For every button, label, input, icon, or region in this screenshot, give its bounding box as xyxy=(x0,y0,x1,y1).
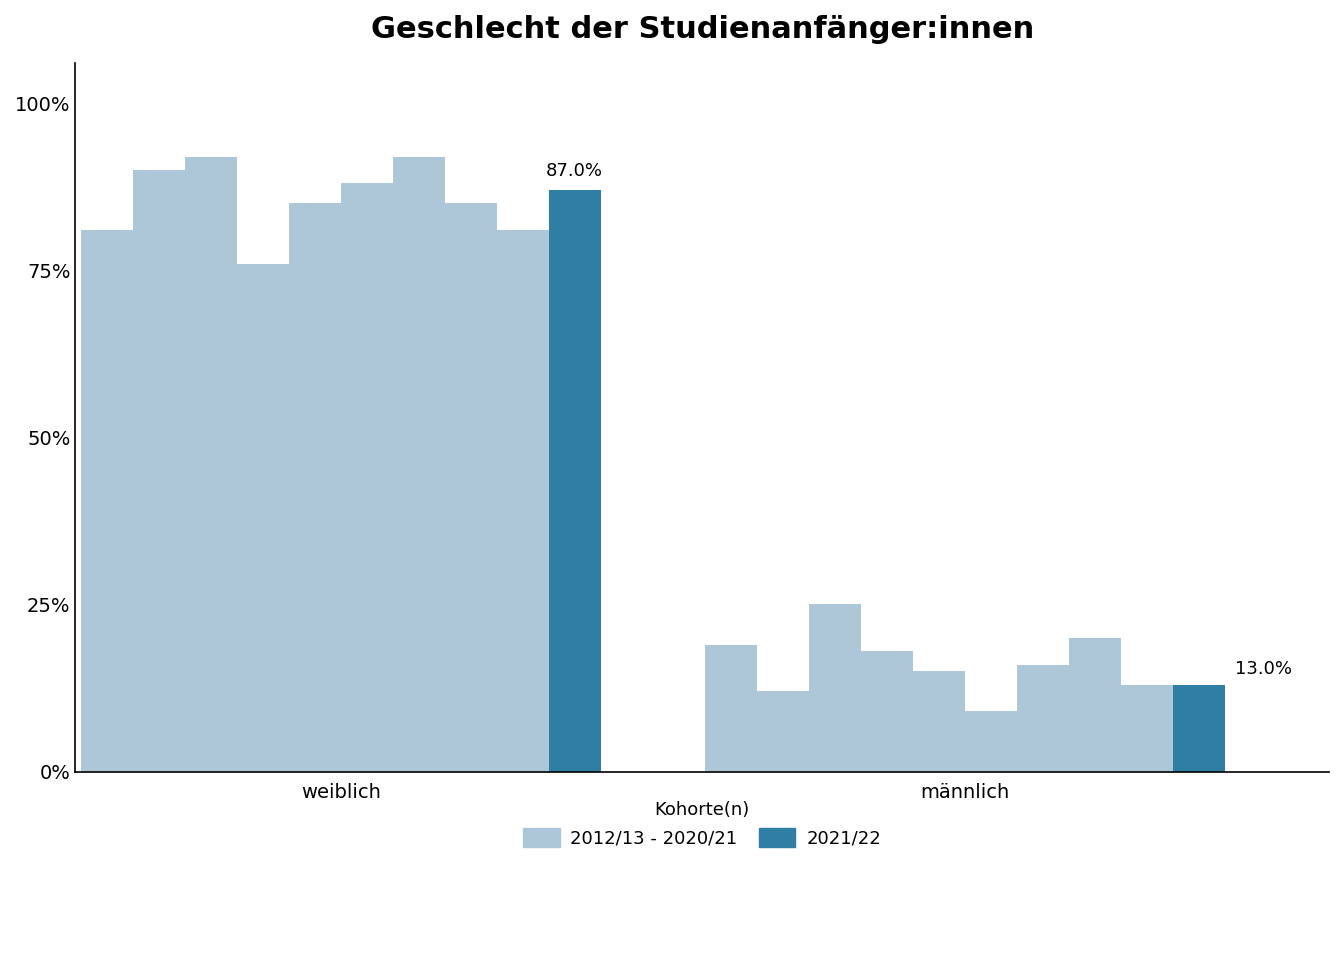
Bar xyxy=(965,711,1017,772)
Bar xyxy=(548,190,601,772)
Bar xyxy=(184,156,237,772)
Bar xyxy=(1173,684,1224,772)
Bar xyxy=(757,691,809,772)
Bar xyxy=(1068,637,1121,772)
Bar xyxy=(340,183,392,772)
Text: 13.0%: 13.0% xyxy=(1235,660,1293,678)
Bar xyxy=(809,605,862,772)
Bar xyxy=(289,204,340,772)
Legend: 2012/13 - 2020/21, 2021/22: 2012/13 - 2020/21, 2021/22 xyxy=(516,794,888,854)
Bar xyxy=(913,671,965,772)
Bar xyxy=(237,264,289,772)
Text: 87.0%: 87.0% xyxy=(546,162,603,180)
Bar xyxy=(392,156,445,772)
Title: Geschlecht der Studienanfänger:innen: Geschlecht der Studienanfänger:innen xyxy=(371,15,1034,44)
Bar xyxy=(1017,664,1068,772)
Bar xyxy=(704,644,757,772)
Bar xyxy=(81,230,133,772)
Bar xyxy=(445,204,497,772)
Bar xyxy=(1121,684,1173,772)
Bar xyxy=(497,230,548,772)
Bar xyxy=(862,651,913,772)
Bar xyxy=(133,170,184,772)
